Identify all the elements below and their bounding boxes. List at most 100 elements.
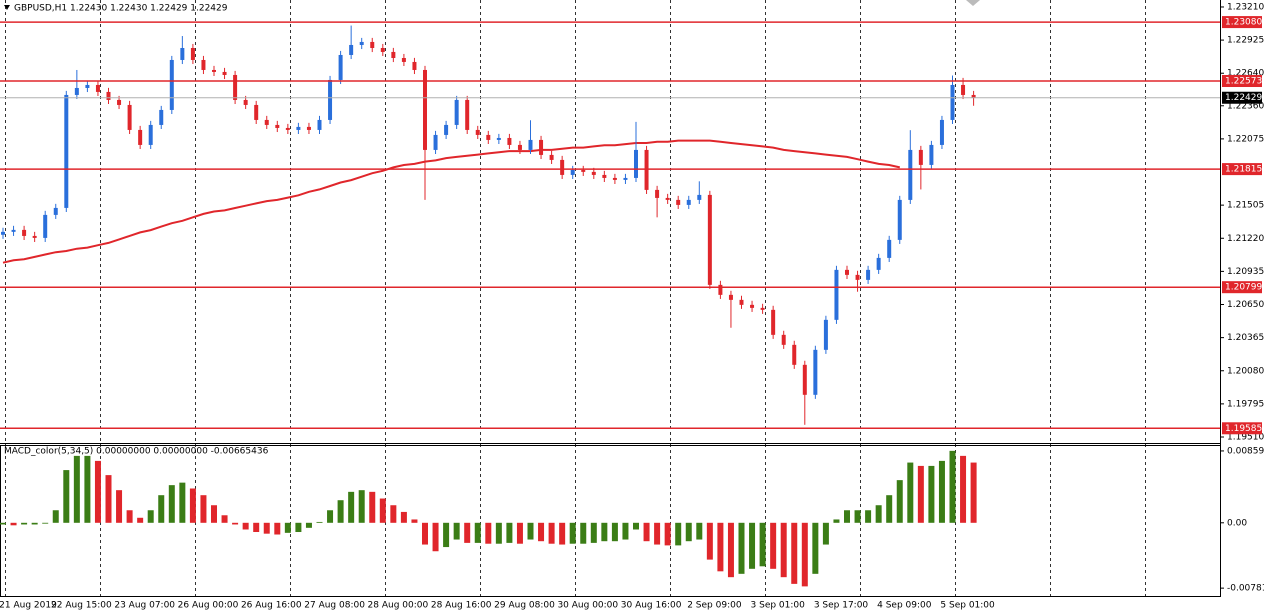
histogram-bar [749,522,756,569]
histogram-bar [443,522,450,548]
histogram-bar [253,522,260,533]
candle-body [85,84,90,88]
candle-body [95,84,100,92]
histogram-bar [643,522,650,542]
candle-body [444,124,449,135]
candle-body [359,41,364,45]
candle-body [401,57,406,62]
candle-body [454,99,459,125]
candle-body [22,229,27,236]
candle-body [433,134,438,150]
candle-body [971,94,976,98]
histogram-bar [907,462,914,523]
y-tick-label: 0.00859 [1227,446,1264,456]
histogram-bar [559,522,566,545]
candle-body [190,48,195,60]
histogram-bar [242,522,249,530]
last-price-label: 1.22429 [1225,93,1262,103]
candle-body [159,109,164,125]
histogram-bar [0,522,6,525]
candle-body [380,48,385,52]
histogram-bar [274,522,281,535]
histogram-bar [485,522,492,544]
candle-body [929,144,934,165]
histogram-bar [527,522,534,540]
y-tick-label: 1.20080 [1227,366,1264,376]
level-tag [1222,16,1262,29]
histogram-bar [685,522,692,542]
y-tick-label: 1.22075 [1227,134,1264,144]
histogram-bar [759,522,766,567]
level-tag [1222,422,1262,435]
candle-body [939,119,944,145]
histogram-bar [116,490,123,523]
y-tick-label: 1.20365 [1227,333,1264,343]
candle-body [180,48,185,60]
candle-body [718,284,723,295]
candle-body [296,126,301,130]
y-tick-label: 0.00 [1227,518,1247,528]
histogram-bar [506,522,513,543]
candle-body [11,229,16,232]
candle-body [465,99,470,130]
histogram-bar [548,522,555,544]
histogram-bar [337,500,344,523]
histogram-bar [917,465,924,523]
candle-body [623,177,628,180]
candle-body [254,104,259,120]
x-tick-label: 3 Sep 17:00 [814,601,869,611]
candle-body [391,51,396,58]
candle-body [423,69,427,150]
candle-body [412,61,417,70]
candle-body [201,59,206,70]
candle-body [897,199,902,240]
histogram-bar [611,522,618,542]
histogram-bar [654,522,661,545]
histogram-bar [622,522,629,540]
candle-body [1,231,5,235]
candle-body [106,91,111,100]
candle-body [760,307,765,310]
candle-body [275,124,280,128]
histogram-bar [189,488,196,523]
histogram-bar [21,522,28,525]
candle-body [781,334,786,345]
candle-body [43,214,48,238]
histogram-bar [73,455,80,523]
histogram-bar [432,522,439,552]
histogram-bar [84,455,91,523]
histogram-bar [158,495,165,523]
candle-body [887,239,892,258]
candle-body [961,84,966,95]
candle-body [317,119,322,130]
candle-body [707,194,712,285]
level-label: 1.22573 [1225,77,1262,87]
y-tick-label: 1.22360 [1227,101,1264,111]
histogram-bar [495,522,502,544]
level-label: 1.23080 [1225,18,1262,28]
candle-body [528,139,533,150]
histogram-bar [358,490,365,523]
histogram-bar [316,521,323,523]
candle-body [349,44,354,55]
histogram-bar [284,522,291,533]
histogram-bar [706,522,713,560]
histogram-bar [411,519,418,523]
histogram-bar [675,522,682,546]
y-tick-label: 1.22640 [1227,69,1264,79]
level-tag [1222,75,1262,88]
y-tick-label: 1.20935 [1227,267,1264,277]
x-tick-label: 23 Aug 07:00 [114,601,175,611]
candle-body [117,99,122,105]
y-tick-label: 1.19795 [1227,399,1264,409]
histogram-bar [263,522,270,534]
histogram-bar [453,522,460,540]
histogram-bar [147,510,154,523]
candle-body [496,137,501,140]
histogram-bar [780,522,787,578]
x-tick-label: 28 Aug 16:00 [431,601,492,611]
candle-body [243,99,248,105]
histogram-bar [400,511,407,523]
candle-body [127,104,132,130]
x-tick-label: 29 Aug 08:00 [494,601,555,611]
